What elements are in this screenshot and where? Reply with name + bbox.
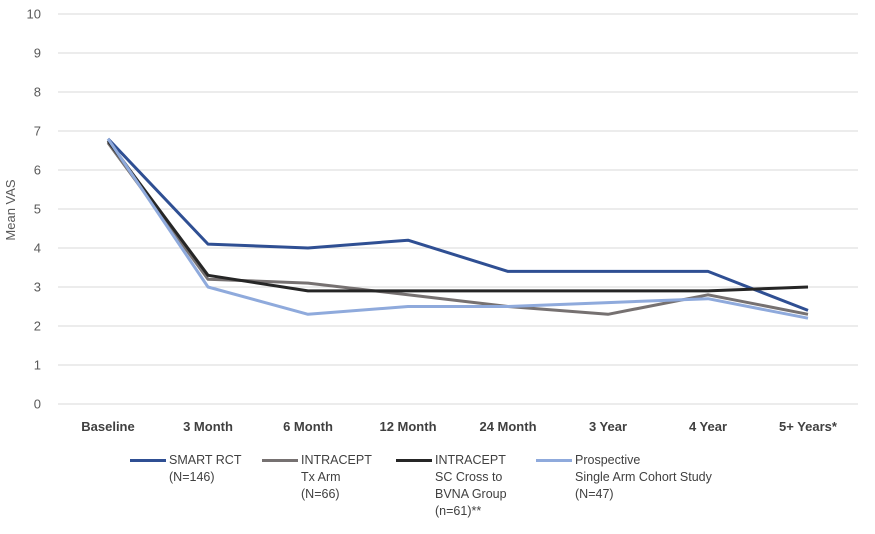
legend-label: INTRACEPT Tx Arm (N=66) bbox=[301, 453, 372, 501]
y-axis-label: Mean VAS bbox=[3, 179, 18, 241]
series-line-0 bbox=[106, 137, 809, 312]
legend-item-intracept-tx: INTRACEPT Tx Arm (N=66) bbox=[262, 452, 372, 503]
y-tick-label: 8 bbox=[34, 85, 41, 100]
x-tick-label: 12 Month bbox=[379, 419, 436, 434]
legend-swatch bbox=[536, 459, 572, 462]
y-tick-label: 3 bbox=[34, 280, 41, 295]
legend-label: SMART RCT (N=146) bbox=[169, 453, 242, 484]
legend: SMART RCT (N=146) INTRACEPT Tx Arm (N=66… bbox=[0, 450, 875, 534]
x-tick-label: Baseline bbox=[81, 419, 134, 434]
x-tick-label: 5+ Years* bbox=[779, 419, 838, 434]
y-tick-label: 6 bbox=[34, 163, 41, 178]
legend-item-prospective: Prospective Single Arm Cohort Study (N=4… bbox=[536, 452, 712, 503]
y-tick-label: 0 bbox=[34, 397, 41, 412]
y-tick-label: 1 bbox=[34, 358, 41, 373]
series-line-2 bbox=[106, 139, 809, 293]
x-tick-labels: Baseline 3 Month 6 Month 12 Month 24 Month 3 … bbox=[81, 419, 838, 434]
legend-swatch bbox=[130, 459, 166, 462]
legend-item-smart-rct: SMART RCT (N=146) bbox=[130, 452, 241, 486]
x-tick-label: 3 Month bbox=[183, 419, 233, 434]
y-tick-label: 7 bbox=[34, 124, 41, 139]
legend-label: Prospective Single Arm Cohort Study (N=4… bbox=[575, 453, 712, 501]
legend-label: INTRACEPT SC Cross to BVNA Group (n=61)*… bbox=[435, 453, 507, 518]
y-tick-label: 4 bbox=[34, 241, 41, 256]
y-tick-label: 5 bbox=[34, 202, 41, 217]
series-line-3 bbox=[106, 137, 809, 320]
gridlines bbox=[58, 13, 858, 405]
y-tick-labels: 0 1 2 3 4 5 6 7 8 9 10 bbox=[27, 7, 41, 412]
series-lines bbox=[106, 137, 809, 320]
y-tick-label: 2 bbox=[34, 319, 41, 334]
x-tick-label: 3 Year bbox=[589, 419, 627, 434]
x-tick-label: 24 Month bbox=[479, 419, 536, 434]
legend-swatch bbox=[396, 459, 432, 462]
legend-swatch bbox=[262, 459, 298, 462]
x-tick-label: 6 Month bbox=[283, 419, 333, 434]
y-tick-label: 9 bbox=[34, 46, 41, 61]
y-tick-label: 10 bbox=[27, 7, 41, 22]
legend-item-intracept-sc: INTRACEPT SC Cross to BVNA Group (n=61)*… bbox=[396, 452, 507, 520]
x-tick-label: 4 Year bbox=[689, 419, 727, 434]
